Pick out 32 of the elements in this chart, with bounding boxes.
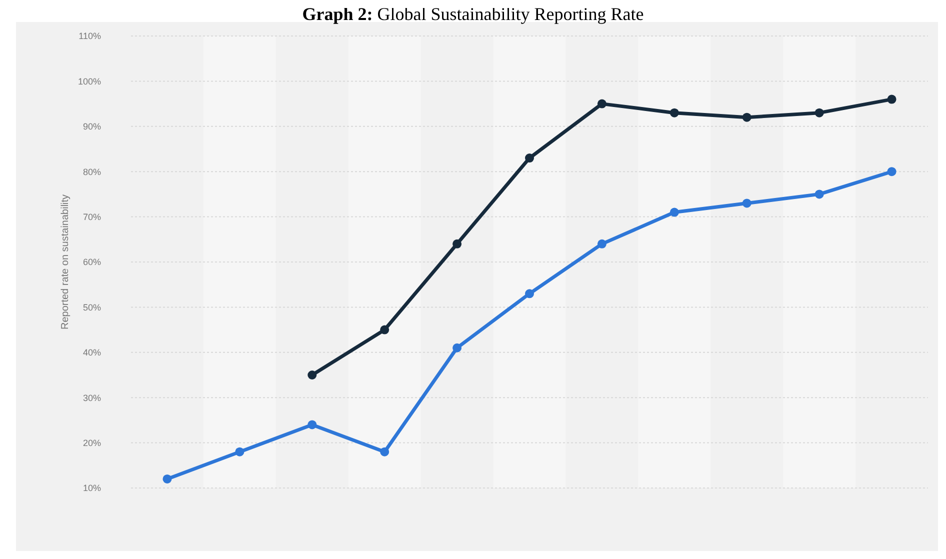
y-tick-label: 30%: [82, 392, 101, 403]
y-tick-label: 110%: [78, 31, 101, 42]
y-tick-label: 20%: [82, 438, 101, 448]
y-tick-label: 50%: [82, 302, 101, 312]
point: [670, 108, 679, 118]
point: [380, 325, 390, 334]
point: [452, 343, 462, 352]
y-tick-label: 90%: [82, 122, 101, 132]
point: [887, 94, 896, 104]
y-axis-title: Reported rate on sustainability: [60, 194, 71, 330]
y-tick-label: 60%: [82, 257, 101, 268]
point: [742, 112, 752, 122]
y-tick-label: 80%: [82, 166, 101, 177]
point: [814, 108, 824, 118]
point: [742, 198, 752, 208]
y-tick-label: 100%: [78, 76, 101, 86]
point: [525, 154, 534, 163]
y-tick-label: 70%: [82, 212, 101, 222]
y-tick-label: 10%: [82, 483, 101, 494]
point: [597, 99, 606, 108]
y-tick-label: 40%: [82, 348, 101, 358]
point: [235, 447, 244, 456]
point: [887, 167, 896, 176]
point: [814, 190, 824, 199]
point: [162, 474, 172, 484]
point: [308, 370, 317, 380]
point: [670, 208, 679, 217]
point: [308, 420, 317, 430]
point: [380, 447, 390, 456]
point: [525, 289, 534, 298]
point: [597, 239, 606, 248]
point: [452, 239, 462, 248]
